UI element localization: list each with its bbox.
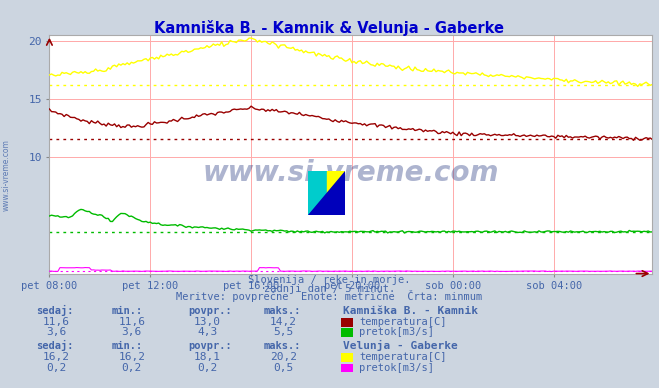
Text: pretok[m3/s]: pretok[m3/s] — [359, 362, 434, 372]
Text: 4,3: 4,3 — [198, 327, 217, 337]
Text: 11,6: 11,6 — [119, 317, 145, 327]
Text: 0,2: 0,2 — [46, 362, 66, 372]
Text: 0,2: 0,2 — [198, 362, 217, 372]
Text: Slovenija / reke in morje.: Slovenija / reke in morje. — [248, 275, 411, 285]
Text: 16,2: 16,2 — [119, 352, 145, 362]
Text: povpr.:: povpr.: — [188, 341, 231, 351]
Text: zadnji dan / 5 minut.: zadnji dan / 5 minut. — [264, 284, 395, 294]
Text: sedaj:: sedaj: — [36, 340, 74, 351]
Text: 20,2: 20,2 — [270, 352, 297, 362]
Bar — [308, 171, 327, 215]
Text: maks.:: maks.: — [264, 341, 301, 351]
Text: 16,2: 16,2 — [43, 352, 69, 362]
Text: temperatura[C]: temperatura[C] — [359, 352, 447, 362]
Text: Meritve: povprečne  Enote: metrične  Črta: minmum: Meritve: povprečne Enote: metrične Črta:… — [177, 290, 482, 302]
Bar — [327, 171, 345, 215]
Text: Kamniška B. - Kamnik: Kamniška B. - Kamnik — [343, 305, 478, 315]
Text: Kamniška B. - Kamnik & Velunja - Gaberke: Kamniška B. - Kamnik & Velunja - Gaberke — [154, 20, 505, 36]
Text: 11,6: 11,6 — [43, 317, 69, 327]
Text: pretok[m3/s]: pretok[m3/s] — [359, 327, 434, 337]
Text: 3,6: 3,6 — [46, 327, 66, 337]
Text: Velunja - Gaberke: Velunja - Gaberke — [343, 340, 457, 351]
Text: temperatura[C]: temperatura[C] — [359, 317, 447, 327]
Text: www.si-vreme.com: www.si-vreme.com — [203, 159, 499, 187]
Text: 0,5: 0,5 — [273, 362, 293, 372]
Text: min.:: min.: — [112, 341, 143, 351]
Text: 0,2: 0,2 — [122, 362, 142, 372]
Text: 5,5: 5,5 — [273, 327, 293, 337]
Text: 14,2: 14,2 — [270, 317, 297, 327]
Text: 3,6: 3,6 — [122, 327, 142, 337]
Text: povpr.:: povpr.: — [188, 305, 231, 315]
Text: sedaj:: sedaj: — [36, 305, 74, 315]
Text: min.:: min.: — [112, 305, 143, 315]
Polygon shape — [308, 171, 345, 215]
Text: 13,0: 13,0 — [194, 317, 221, 327]
Text: www.si-vreme.com: www.si-vreme.com — [2, 139, 11, 211]
Text: 18,1: 18,1 — [194, 352, 221, 362]
Text: maks.:: maks.: — [264, 305, 301, 315]
